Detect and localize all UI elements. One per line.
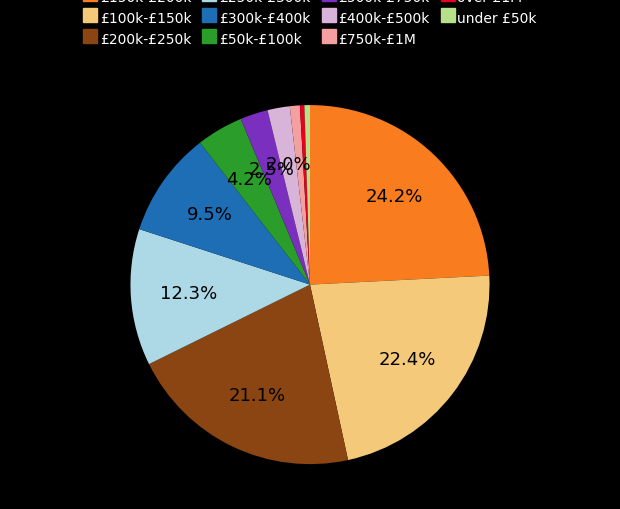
Wedge shape [310, 276, 490, 460]
Wedge shape [200, 120, 310, 285]
Text: 4.2%: 4.2% [226, 171, 272, 189]
Text: 2.5%: 2.5% [249, 160, 295, 178]
Text: 9.5%: 9.5% [187, 206, 233, 224]
Text: 22.4%: 22.4% [378, 350, 436, 368]
Text: 21.1%: 21.1% [228, 386, 286, 404]
Wedge shape [304, 106, 310, 285]
Text: 2.0%: 2.0% [266, 156, 311, 174]
Text: 24.2%: 24.2% [365, 188, 423, 206]
Wedge shape [140, 144, 310, 285]
Wedge shape [241, 111, 310, 285]
Wedge shape [268, 107, 310, 285]
Text: 12.3%: 12.3% [159, 285, 217, 303]
Wedge shape [310, 106, 489, 285]
Legend: £150k-£200k, £100k-£150k, £200k-£250k, £250k-£300k, £300k-£400k, £50k-£100k, £50: £150k-£200k, £100k-£150k, £200k-£250k, £… [78, 0, 542, 52]
Wedge shape [149, 285, 348, 464]
Wedge shape [300, 106, 310, 285]
Wedge shape [290, 106, 310, 285]
Wedge shape [130, 230, 310, 364]
